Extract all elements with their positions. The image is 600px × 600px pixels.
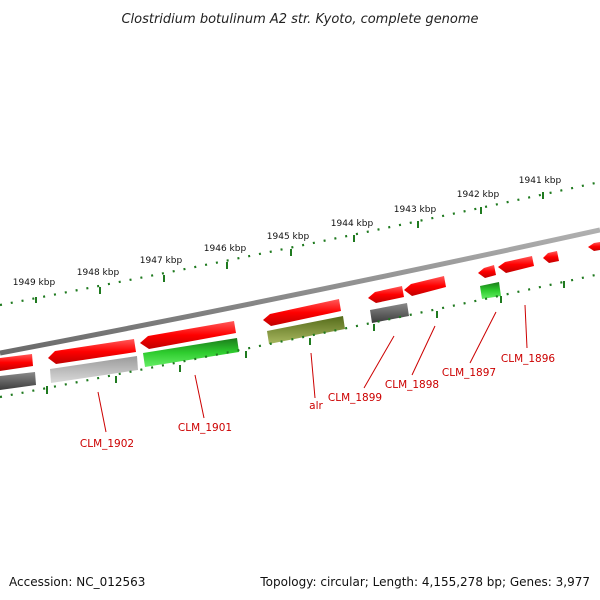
kbp-label: 1946 kbp xyxy=(204,244,247,254)
scale-track-inner xyxy=(0,272,600,399)
gene-block-reverse[interactable] xyxy=(0,372,36,390)
kbp-label: 1943 kbp xyxy=(394,205,437,215)
kbp-label: 1942 kbp xyxy=(457,190,500,200)
kbp-label: 1948 kbp xyxy=(77,268,120,278)
leader-clm-1898 xyxy=(411,325,436,376)
gene-block-alr-reverse[interactable] xyxy=(267,316,345,344)
gene-block-clm-1899-reverse[interactable] xyxy=(370,303,409,323)
kbp-label: 1947 kbp xyxy=(140,256,183,266)
gene-arrow-forward[interactable] xyxy=(588,242,600,251)
gene-label-alr[interactable]: alr xyxy=(309,400,323,412)
kbp-label: 1945 kbp xyxy=(267,232,310,242)
gene-arrow-alr[interactable] xyxy=(263,299,341,326)
gene-label-clm-1898[interactable]: CLM_1898 xyxy=(385,379,439,391)
forward-strand-genes xyxy=(0,242,600,371)
gene-label-clm-1896[interactable]: CLM_1896 xyxy=(501,353,556,365)
genome-backbone xyxy=(0,227,600,356)
leader-clm-1902 xyxy=(97,391,107,433)
gene-leader-lines xyxy=(97,304,528,433)
kbp-label: 1949 kbp xyxy=(13,278,56,288)
gene-label-clm-1899[interactable]: CLM_1899 xyxy=(328,392,382,404)
gene-arrow-clm-1902[interactable] xyxy=(48,339,136,364)
gene-arrow-clm-1901[interactable] xyxy=(140,321,236,349)
scale-track-outer xyxy=(0,180,600,307)
leader-clm-1901 xyxy=(194,374,205,419)
kbp-label: 1944 kbp xyxy=(331,219,374,229)
map-title: Clostridium botulinum A2 str. Kyoto, com… xyxy=(121,12,478,27)
accession-text: Accession: NC_012563 xyxy=(9,575,145,589)
gene-arrow-forward[interactable] xyxy=(0,354,33,371)
leader-alr xyxy=(310,352,316,399)
gene-label-clm-1901[interactable]: CLM_1901 xyxy=(178,422,232,434)
gene-block-clm-1902-reverse[interactable] xyxy=(50,356,138,383)
kbp-label: 1941 kbp xyxy=(519,176,562,186)
gene-label-clm-1902[interactable]: CLM_1902 xyxy=(80,438,134,450)
gene-block-clm-1897-reverse[interactable] xyxy=(480,282,501,299)
gene-block-clm-1901-reverse[interactable] xyxy=(143,338,239,367)
gene-arrow-clm-1899[interactable] xyxy=(368,286,404,303)
gene-arrow-clm-1897[interactable] xyxy=(478,265,496,278)
scale-labels: 1949 kbp 1948 kbp 1947 kbp 1946 kbp 1945… xyxy=(13,176,562,288)
reverse-strand-genes xyxy=(0,282,501,390)
gene-labels: CLM_1902 CLM_1901 alr CLM_1899 CLM_1898 … xyxy=(80,353,556,450)
leader-clm-1899 xyxy=(363,335,395,389)
leader-clm-1897 xyxy=(469,311,497,364)
genome-summary-text: Topology: circular; Length: 4,155,278 bp… xyxy=(259,575,590,589)
gene-arrow-clm-1896[interactable] xyxy=(498,256,534,273)
gene-label-clm-1897[interactable]: CLM_1897 xyxy=(442,367,496,379)
leader-clm-1896 xyxy=(524,304,528,349)
gene-arrow-forward[interactable] xyxy=(543,251,559,263)
gene-arrow-clm-1898[interactable] xyxy=(404,276,446,296)
